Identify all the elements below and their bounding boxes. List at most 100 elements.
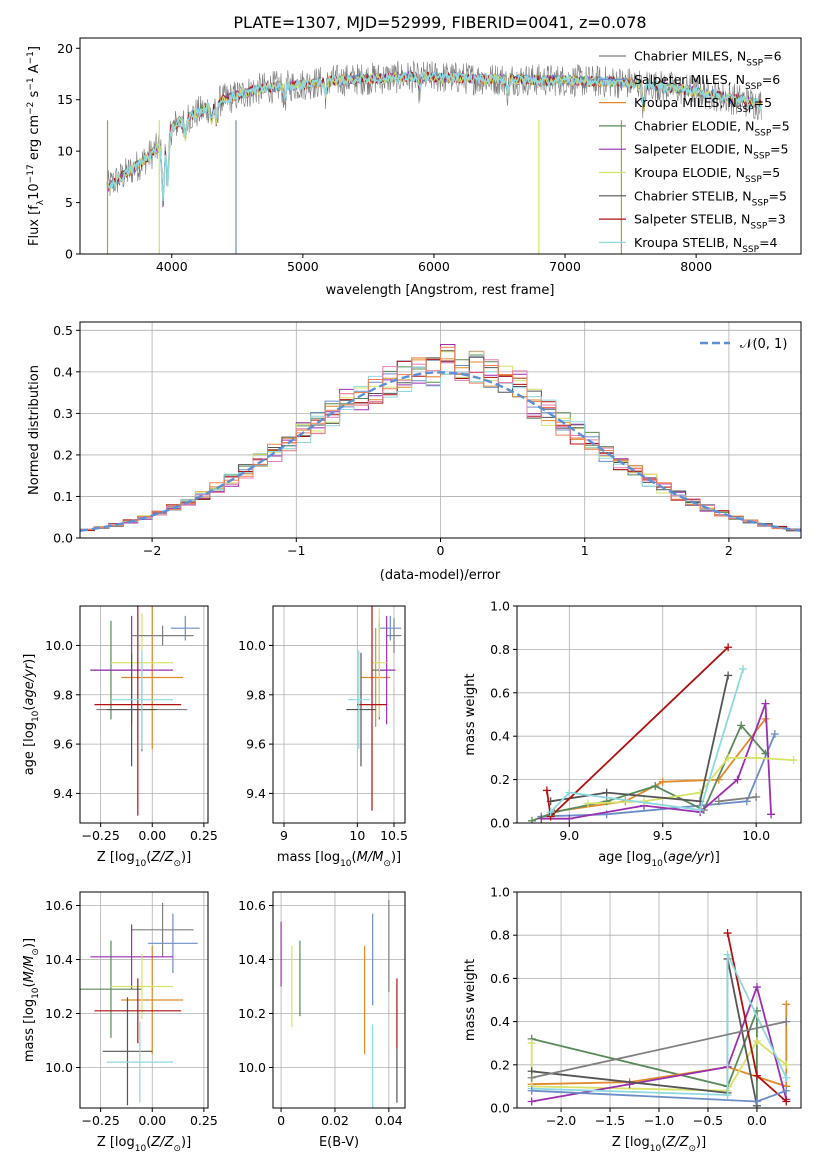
label-part: )]	[391, 850, 401, 865]
plus-marker	[782, 1000, 791, 1009]
plot-area	[280, 900, 398, 1108]
plus-marker	[782, 1017, 791, 1026]
plus-marker	[782, 1073, 791, 1082]
plus-marker	[565, 788, 574, 797]
label-part: M/M	[22, 956, 37, 983]
legend-sub: SSP	[754, 128, 771, 138]
y-tick-label: 1.0	[490, 599, 510, 614]
plot-area	[80, 902, 198, 1106]
y-axis-label: age [log10(age/yr)]	[22, 654, 41, 776]
label-part: 10	[135, 859, 147, 869]
label-part: )]	[22, 938, 37, 948]
x-tick-label: 8000	[680, 259, 712, 274]
label-part: )]	[710, 850, 720, 865]
mass-weight-vs-metallicity-panel: −2.0 −1.5 −1.0 −0.5 0.0 0.0 0.2 0.4 0.6 0.8 1.0 Z […	[463, 885, 802, 1154]
axes-frame	[79, 37, 802, 255]
y-tick-label: 0.2	[490, 772, 510, 787]
y-tick-label: 0.5	[53, 323, 73, 338]
label-part: mass [log	[277, 850, 340, 865]
y-tick-label: 10.2	[45, 1006, 73, 1021]
plus-marker	[584, 799, 592, 808]
label-part: ⊙	[383, 859, 391, 869]
label-part: 10	[31, 987, 41, 999]
label-part: 10	[135, 1144, 147, 1154]
x-axis-label: Z [log10(Z/Z⊙)]	[97, 850, 191, 869]
x-tick-label: 0	[277, 1113, 285, 1128]
legend-sub: SSP	[750, 222, 767, 232]
y-tick-label: 10.4	[238, 952, 266, 967]
plus-marker	[602, 797, 611, 806]
y-tick-label: 9.4	[53, 786, 73, 801]
legend-text: Salpeter ELODIE, N	[634, 142, 753, 157]
x-axis-label: (data-model)/error	[380, 568, 501, 583]
label-part: A	[27, 64, 42, 77]
legend-suffix: =5	[754, 95, 772, 110]
legend-text: Salpeter MILES, N	[634, 72, 745, 87]
plus-marker	[537, 814, 546, 823]
x-tick-label: −2	[143, 543, 161, 558]
label-part: Z/Z	[150, 1135, 174, 1150]
weight-series-line	[718, 796, 757, 803]
y-tick-label: 0.0	[53, 531, 73, 546]
legend-suffix: =5	[770, 142, 788, 157]
legend-sub: SSP	[745, 175, 762, 185]
plus-marker	[527, 816, 536, 823]
y-tick-label: 0.0	[490, 1101, 510, 1116]
weight-series-line	[549, 668, 744, 813]
y-tick-label: 15	[57, 92, 73, 107]
legend-label: Salpeter STELIB, NSSP=3	[634, 212, 786, 232]
axes-frame	[79, 891, 209, 1109]
x-tick-label: 10.5	[380, 828, 408, 843]
legend-text: Chabrier ELODIE, N	[634, 118, 754, 133]
label-part: Z [log	[97, 850, 135, 865]
x-tick-label: 10	[349, 828, 365, 843]
legend-sub: SSP	[737, 105, 754, 115]
weight-series-line	[531, 954, 788, 1096]
plot-area	[527, 929, 791, 1108]
model-spectrum-line	[107, 70, 762, 202]
plus-marker	[782, 1086, 791, 1095]
plus-marker	[761, 699, 770, 708]
age-vs-metallicity-panel: −0.25 0.00 0.259.49.69.810.0Z [log10(Z/Z⊙)…	[22, 605, 218, 869]
label-part: (	[352, 850, 357, 865]
x-tick-label: −0.5	[693, 1113, 723, 1128]
legend-label: Kroupa MILES, NSSP=5	[634, 95, 772, 115]
y-tick-label: 0	[65, 247, 73, 262]
x-axis-label: age [log10(age/yr)]	[598, 850, 720, 869]
x-tick-label: −1.0	[644, 1113, 674, 1128]
y-axis-label: Normed distribution	[27, 365, 42, 495]
plus-marker	[737, 721, 746, 730]
y-tick-label: 10.4	[45, 952, 73, 967]
plus-marker	[723, 950, 732, 959]
plot-area	[527, 643, 798, 823]
label-part: 10	[651, 859, 663, 869]
x-tick-label: 1	[581, 543, 589, 558]
weight-series-line	[550, 675, 729, 803]
label-part: age [log	[22, 722, 37, 775]
legend-text: Salpeter STELIB, N	[634, 212, 750, 227]
label-part: λ	[36, 199, 46, 205]
y-tick-label: 10	[57, 144, 73, 159]
plus-marker	[565, 814, 574, 823]
x-axis-label: mass [log10(M/M⊙)]	[277, 850, 401, 869]
plus-marker	[658, 777, 667, 786]
plot-area	[80, 344, 801, 533]
y-tick-label: 10.0	[45, 638, 73, 653]
legend-label: Kroupa ELODIE, NSSP=5	[634, 165, 780, 185]
label-part: )]	[181, 1135, 191, 1150]
x-tick-label: 6000	[418, 259, 450, 274]
y-tick-label: 10.2	[238, 1006, 266, 1021]
label-part: 10	[340, 859, 352, 869]
plus-marker	[651, 782, 660, 791]
x-tick-label: 0.25	[190, 1113, 218, 1128]
plus-marker	[782, 1097, 791, 1106]
x-tick-label: 2	[725, 543, 733, 558]
label-part: E(B-V)	[319, 1135, 359, 1150]
axes-frame	[272, 891, 406, 1109]
plus-marker	[752, 983, 761, 992]
plot-area	[346, 606, 402, 811]
legend-text: Chabrier STELIB, N	[634, 188, 752, 203]
x-tick-label: 4000	[156, 259, 188, 274]
y-tick-label: 9.6	[246, 737, 266, 752]
